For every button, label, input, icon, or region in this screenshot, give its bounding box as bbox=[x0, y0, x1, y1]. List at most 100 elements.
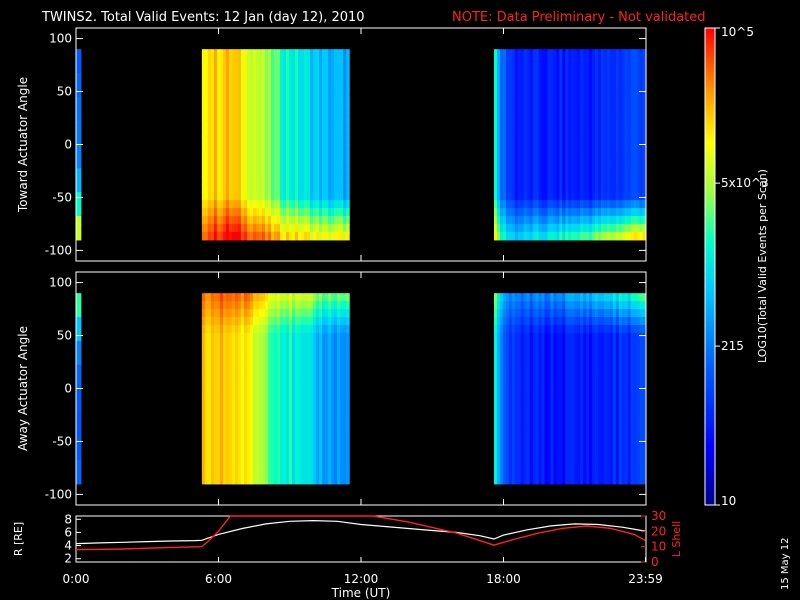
heatmap-cell bbox=[316, 372, 320, 382]
heatmap-cell bbox=[535, 428, 540, 437]
heatmap-cell bbox=[526, 208, 531, 217]
heatmap-cell bbox=[618, 208, 623, 217]
heatmap-cell bbox=[514, 57, 519, 66]
heatmap-cell bbox=[319, 475, 323, 485]
heatmap-cell bbox=[277, 192, 281, 201]
heatmap-cell bbox=[571, 420, 575, 429]
heatmap-cell bbox=[586, 192, 590, 201]
heatmap-cell bbox=[274, 340, 278, 350]
heatmap-cell bbox=[258, 293, 263, 302]
heatmap-cell bbox=[280, 404, 284, 413]
heatmap-cell bbox=[77, 96, 80, 106]
heatmap-cell bbox=[77, 475, 80, 485]
heatmap-cell bbox=[615, 452, 620, 461]
heatmap-cell bbox=[246, 301, 251, 310]
heatmap-cell bbox=[612, 332, 617, 342]
heatmap-cell bbox=[621, 57, 626, 66]
heatmap-cell bbox=[304, 428, 308, 437]
heatmap-cell bbox=[201, 444, 206, 453]
heatmap-cell bbox=[283, 49, 287, 58]
heatmap-cell bbox=[583, 65, 587, 74]
heatmap-cell bbox=[574, 104, 578, 114]
heatmap-cell bbox=[207, 388, 212, 398]
heatmap-cell bbox=[210, 57, 215, 66]
heatmap-cell bbox=[313, 136, 317, 146]
heatmap-cell bbox=[600, 208, 605, 217]
heatmap-cell bbox=[603, 112, 608, 122]
heatmap-cell bbox=[550, 428, 555, 437]
heatmap-cell bbox=[529, 120, 534, 130]
heatmap-cell bbox=[502, 128, 507, 138]
heatmap-cell bbox=[310, 444, 314, 453]
heatmap-cell bbox=[270, 364, 275, 374]
heatmap-cell bbox=[523, 340, 528, 350]
heatmap-cell bbox=[639, 104, 644, 114]
heatmap-cell bbox=[556, 136, 560, 146]
heatmap-cell bbox=[204, 208, 209, 217]
heatmap-cell bbox=[240, 208, 245, 217]
y-tick-label: 100 bbox=[49, 32, 72, 46]
heatmap-cell bbox=[526, 452, 531, 461]
heatmap-cell bbox=[547, 160, 552, 169]
heatmap-cell bbox=[337, 112, 341, 122]
heatmap-cell bbox=[609, 396, 614, 405]
heatmap-cell bbox=[289, 208, 293, 217]
heatmap-cell bbox=[630, 176, 635, 185]
heatmap-cell bbox=[337, 436, 341, 445]
heatmap-cell bbox=[595, 372, 599, 382]
heatmap-cell bbox=[612, 309, 617, 318]
heatmap-cell bbox=[264, 317, 269, 326]
heatmap-cell bbox=[550, 49, 555, 58]
heatmap-cell bbox=[292, 412, 296, 421]
heatmap-cell bbox=[600, 301, 605, 310]
heatmap-cell bbox=[231, 467, 236, 477]
heatmap-cell bbox=[597, 340, 602, 350]
heatmap-cell bbox=[597, 160, 602, 169]
heatmap-cell bbox=[252, 208, 257, 217]
heatmap-cell bbox=[210, 340, 215, 350]
heatmap-cell bbox=[526, 120, 531, 130]
heatmap-cell bbox=[237, 444, 242, 453]
heatmap-cell bbox=[538, 184, 543, 193]
heatmap-cell bbox=[210, 152, 215, 161]
heatmap-cell bbox=[264, 184, 269, 193]
heatmap-cell bbox=[559, 57, 563, 66]
heatmap-cell bbox=[283, 467, 287, 477]
heatmap-cell bbox=[270, 160, 275, 169]
heatmap-cell bbox=[316, 452, 320, 461]
heatmap-cell bbox=[210, 317, 215, 326]
heatmap-cell bbox=[577, 120, 581, 130]
heatmap-cell bbox=[600, 293, 605, 302]
heatmap-cell bbox=[618, 475, 623, 485]
heatmap-cell bbox=[213, 73, 218, 82]
heatmap-cell bbox=[609, 136, 614, 146]
heatmap-cell bbox=[574, 436, 578, 445]
heatmap-cell bbox=[213, 356, 218, 366]
heatmap-cell bbox=[592, 436, 596, 445]
heatmap-cell bbox=[207, 396, 212, 405]
heatmap-cell bbox=[201, 200, 206, 209]
heatmap-cell bbox=[562, 380, 566, 390]
heatmap-cell bbox=[301, 444, 305, 453]
heatmap-cell bbox=[225, 136, 230, 146]
heatmap-cell bbox=[267, 309, 272, 318]
heatmap-cell bbox=[603, 380, 608, 390]
heatmap-cell bbox=[520, 444, 525, 453]
heatmap-cell bbox=[583, 444, 587, 453]
heatmap-cell bbox=[541, 388, 546, 398]
heatmap-cell bbox=[79, 467, 82, 477]
heatmap-cell bbox=[571, 120, 575, 130]
heatmap-cell bbox=[325, 136, 329, 146]
heatmap-cell bbox=[258, 57, 263, 66]
heatmap-cell bbox=[592, 49, 596, 58]
heatmap-cell bbox=[547, 104, 552, 114]
heatmap-cell bbox=[535, 231, 540, 241]
heatmap-cell bbox=[201, 223, 206, 233]
heatmap-cell bbox=[612, 459, 617, 469]
heatmap-cell bbox=[556, 317, 560, 326]
heatmap-cell bbox=[627, 348, 632, 358]
heatmap-cell bbox=[505, 459, 510, 469]
heatmap-cell bbox=[334, 444, 338, 453]
heatmap-cell bbox=[550, 293, 555, 302]
heatmap-cell bbox=[246, 208, 251, 217]
